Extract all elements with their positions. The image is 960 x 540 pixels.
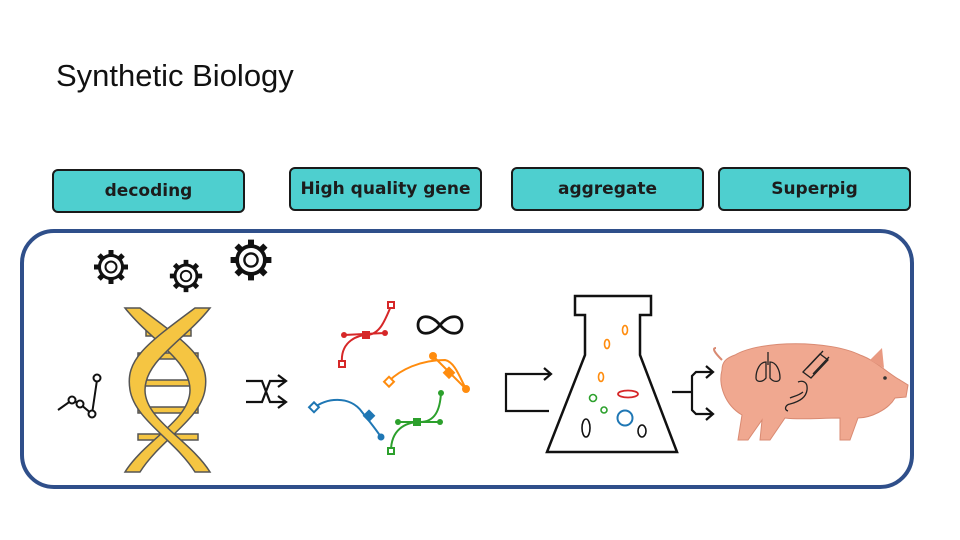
line-chart-icon [57, 373, 102, 419]
split-arrows-icon [672, 365, 715, 421]
bezier-curves-icon [307, 301, 470, 455]
branch-arrow-icon [504, 367, 553, 413]
shuffle-arrows-icon [246, 374, 288, 409]
gear-icon [94, 250, 128, 284]
stage-label-decoding: decoding [52, 169, 245, 213]
dna-helix-icon [123, 307, 212, 473]
stage-label-superpig: Superpig [718, 167, 911, 211]
infinity-icon [416, 315, 464, 335]
stage-label-high-quality-gene: High quality gene [289, 167, 482, 211]
gear-icon [170, 260, 202, 292]
flask-icon [545, 294, 679, 454]
stage-label-aggregate: aggregate [511, 167, 704, 211]
stomach-icon [784, 380, 808, 412]
flow-frame [20, 229, 914, 489]
pig-icon [713, 343, 909, 441]
gear-icon [231, 240, 272, 281]
slide-title: Synthetic Biology [56, 58, 294, 93]
lungs-icon [755, 352, 781, 383]
bacon-icon [802, 350, 830, 379]
